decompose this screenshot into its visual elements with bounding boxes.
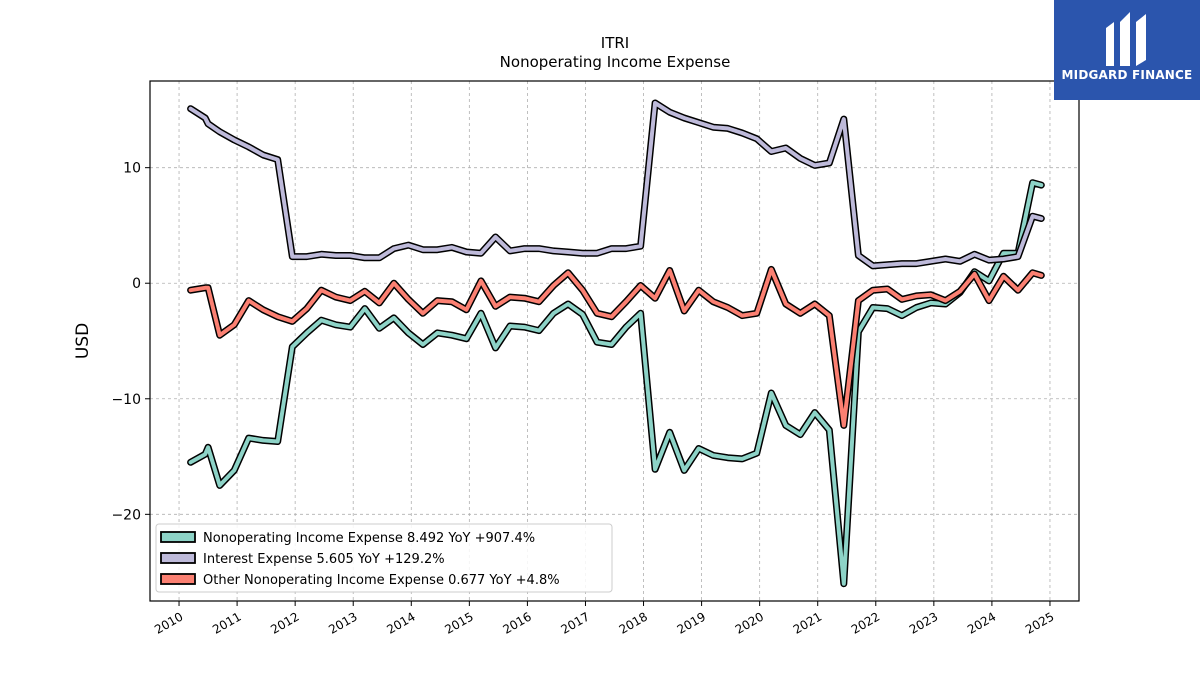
- y-tick-label: −20: [111, 507, 141, 523]
- y-axis-label: USD: [73, 323, 93, 359]
- x-tick-label: 2014: [384, 609, 417, 636]
- x-tick-label: 2021: [791, 609, 824, 636]
- x-ticks: 2010 2011 2012 2013 2014 2015 2016 2017 2018 2019…: [152, 601, 1056, 637]
- x-tick-label: 2012: [268, 609, 301, 636]
- legend: Nonoperating Income Expense 8.492 YoY +9…: [155, 523, 613, 593]
- series-line-1: [188, 180, 1044, 586]
- legend-swatch-2: [160, 552, 196, 564]
- x-tick-label: 2016: [500, 609, 533, 636]
- series-layer: [187, 99, 1045, 588]
- x-tick-label: 2015: [442, 609, 475, 636]
- x-tick-label: 2017: [559, 609, 592, 636]
- legend-swatch-3: [160, 573, 196, 585]
- legend-swatch-1: [160, 531, 196, 543]
- x-tick-label: 2024: [965, 609, 998, 636]
- x-tick-label: 2013: [326, 609, 359, 636]
- chart-subtitle: Nonoperating Income Expense: [500, 53, 731, 71]
- series-line-2: [188, 101, 1044, 268]
- x-tick-label: 2020: [733, 609, 766, 636]
- legend-label-1: Nonoperating Income Expense 8.492 YoY +9…: [203, 531, 535, 546]
- series-outline-2: [187, 99, 1045, 270]
- brand-logo-icon: [1106, 12, 1146, 66]
- plot-frame: [149, 80, 1080, 602]
- legend-label-2: Interest Expense 5.605 YoY +129.2%: [203, 552, 445, 567]
- x-tick-label: 2019: [675, 609, 708, 636]
- legend-box: [155, 523, 613, 593]
- y-tick-label: −10: [111, 392, 141, 408]
- x-tick-label: 2010: [152, 609, 185, 636]
- x-tick-label: 2022: [849, 609, 882, 636]
- brand-logo: MIDGARD FINANCE: [1054, 0, 1200, 100]
- x-tick-label: 2025: [1023, 609, 1056, 636]
- y-ticks: −20 −10 0 10: [111, 161, 150, 523]
- chart-title: ITRI: [601, 34, 629, 52]
- x-tick-label: 2018: [617, 609, 650, 636]
- y-tick-label: 10: [123, 161, 141, 177]
- legend-label-3: Other Nonoperating Income Expense 0.677 …: [203, 573, 560, 588]
- brand-name: MIDGARD FINANCE: [1061, 68, 1193, 82]
- y-tick-label: 0: [132, 276, 141, 292]
- series-line-3: [188, 267, 1044, 428]
- x-tick-label: 2011: [210, 609, 243, 636]
- x-tick-label: 2023: [907, 609, 940, 636]
